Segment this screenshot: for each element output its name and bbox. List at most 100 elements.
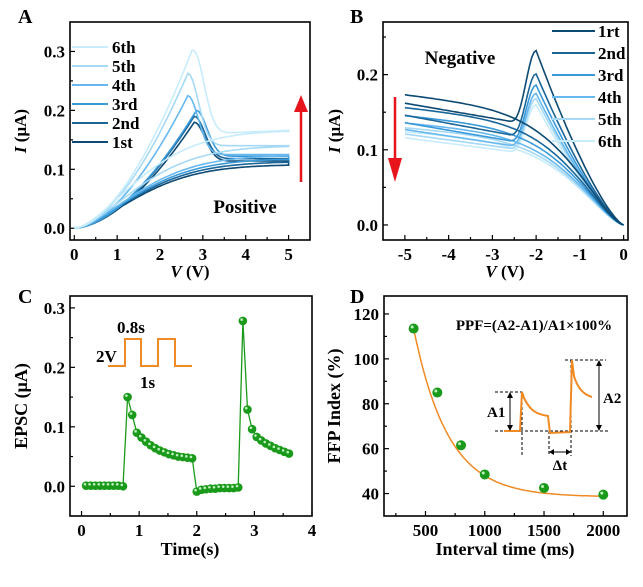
legend-label: 3rd [112, 95, 138, 114]
iv-curve-3rd [74, 109, 290, 229]
epsc-point [243, 405, 252, 414]
epsc-point [118, 481, 128, 491]
x-tick-label: 2000 [586, 521, 620, 540]
iv-curve-6th [74, 49, 290, 229]
iv-curve-3rd [404, 83, 624, 226]
ppf-point-highlight [458, 442, 462, 446]
epsc-point-highlight [111, 482, 114, 486]
x-tick-label: 4 [241, 245, 250, 264]
epsc-point-highlight [258, 437, 262, 441]
panel-label-a: A [18, 6, 33, 28]
epsc-point-highlight [115, 482, 119, 486]
x-tick-label: 2 [156, 245, 165, 264]
epsc-point [123, 392, 132, 402]
ppf-point [408, 323, 419, 334]
dt-label: Δt [553, 458, 567, 474]
axis-label-unit: (V) [182, 262, 210, 281]
epsc-point-highlight [88, 482, 91, 486]
iv-curve-6th [404, 103, 624, 226]
x-tick-label: 4 [308, 521, 317, 540]
red-arrow-up-icon [294, 95, 308, 112]
epsc-point-highlight [171, 452, 174, 456]
epsc-point-highlight [185, 455, 188, 458]
epsc-point-highlight [180, 454, 184, 458]
epsc-point-highlight [217, 485, 220, 488]
annotation-negative: Negative [425, 48, 496, 69]
y-tick-label: 0.2 [44, 358, 65, 377]
ppf-point-highlight [434, 389, 438, 393]
inset-gap-label: 1s [140, 373, 156, 392]
epsc-point-highlight [203, 486, 207, 490]
plot-frame [69, 21, 311, 241]
ppf-point-highlight [541, 484, 545, 488]
legend-label: 2nd [598, 44, 626, 63]
x-axis-label: Time(s) [161, 539, 220, 560]
ppf-formula: PPF=(A2-A1)/A1×100% [456, 318, 612, 334]
y-axis-label: I (μA) [11, 109, 30, 154]
pulse-train-inset [108, 338, 192, 367]
axis-label-unit: (V) [497, 262, 525, 281]
epsc-point-highlight [120, 483, 124, 487]
epsc-point-highlight [277, 447, 280, 450]
epsc-point-highlight [221, 485, 225, 488]
epsc-point-highlight [189, 455, 193, 459]
plot-frame [69, 295, 313, 517]
ppf-point [479, 469, 490, 480]
legend-label: 4th [598, 88, 622, 107]
epsc-point-highlight [254, 434, 257, 437]
epsc-point-highlight [129, 412, 133, 415]
legend-label: 5th [112, 57, 136, 76]
epsc-point-highlight [244, 406, 248, 410]
y-axis-label: EPSC (μA) [11, 363, 32, 449]
epsc-point-highlight [263, 440, 267, 444]
epsc-point-highlight [272, 445, 276, 449]
y-tick-label: 60 [362, 440, 379, 459]
panel-a-chart: 0 1 2 3 4 5 0.0 0.1 0.2 0.3 V (V) I (μA) 6th5th4th3r… [11, 21, 311, 281]
y-tick-label: 80 [362, 395, 379, 414]
panel-label-c: C [18, 286, 32, 308]
epsc-point-highlight [198, 487, 202, 490]
y-tick-label: 0.1 [357, 141, 378, 160]
panel-b-chart: -5 -4 -3 -2 -1 0 0.0 0.1 0.2 V (V) I (μA) 1rt 2nd 3rd… [325, 21, 629, 281]
epsc-point-highlight [212, 485, 216, 489]
y-tick-label: 100 [354, 350, 380, 369]
x-tick-label: 1500 [527, 521, 561, 540]
ppf-point [539, 482, 550, 493]
legend-label: 2nd [112, 114, 140, 133]
ppf-point [432, 387, 443, 398]
y-tick-label: 120 [354, 305, 380, 324]
plot-frame [382, 21, 629, 241]
a2-arrow-head-down [596, 425, 602, 431]
epsc-point-highlight [249, 426, 253, 430]
epsc-point-highlight [161, 449, 165, 453]
x-tick-label: -2 [529, 245, 543, 264]
x-axis-label: Interval time (ms) [436, 539, 575, 560]
epsc-point-highlight [208, 485, 211, 489]
epsc-point-highlight [235, 484, 239, 488]
epsc-point [233, 483, 243, 492]
iv-curve-4th [74, 94, 290, 229]
inset-epsc-trace [504, 359, 593, 435]
axis-label-symbol: V [170, 262, 183, 281]
axis-label-symbol: I [11, 145, 30, 154]
epsc-point-highlight [134, 430, 137, 433]
epsc-point-highlight [281, 449, 285, 452]
a2-label: A2 [603, 391, 621, 407]
epsc-point-highlight [125, 394, 128, 397]
ppf-point-highlight [410, 325, 414, 329]
inset-width-label: 0.8s [117, 318, 145, 337]
epsc-point-highlight [102, 482, 105, 486]
panel-label-b: B [350, 6, 363, 28]
epsc-point-highlight [268, 443, 271, 446]
legend-label: 3rd [598, 66, 624, 85]
epsc-point [187, 454, 197, 463]
x-tick-label: 500 [413, 521, 439, 540]
exponential-fit-line [412, 328, 604, 497]
epsc-point-highlight [83, 482, 87, 486]
x-axis-label: V (V) [485, 262, 524, 281]
x-tick-label: 1 [113, 245, 122, 264]
ppf-point [456, 440, 467, 451]
epsc-point-highlight [286, 450, 290, 454]
epsc-point [247, 424, 257, 434]
